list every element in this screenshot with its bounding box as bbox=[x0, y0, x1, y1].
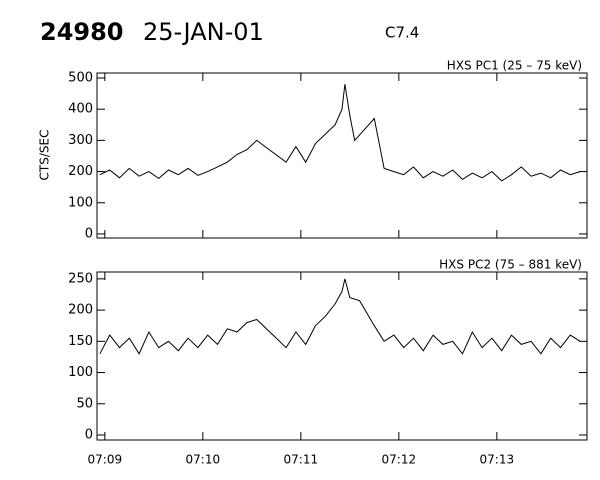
y-tick-label: 250 bbox=[68, 271, 93, 286]
y-tick-label: 400 bbox=[68, 102, 93, 117]
y-axis-label: CTS/SEC bbox=[38, 130, 52, 181]
x-tick-label: 07:12 bbox=[382, 453, 417, 467]
y-tick-label: 300 bbox=[68, 133, 93, 148]
x-tick-label: 07:09 bbox=[88, 453, 123, 467]
data-line bbox=[99, 278, 581, 355]
event-date: 25-JAN-01 bbox=[143, 18, 264, 46]
flare-class: C7.4 bbox=[385, 24, 419, 42]
y-tick-label: 50 bbox=[76, 396, 93, 411]
event-id: 24980 bbox=[40, 18, 124, 46]
y-tick-label: 150 bbox=[68, 334, 93, 349]
x-tick-label: 07:13 bbox=[480, 453, 515, 467]
y-tick-label: 100 bbox=[68, 195, 93, 210]
plot-frame bbox=[96, 72, 588, 239]
x-tick-label: 07:10 bbox=[186, 453, 221, 467]
y-tick-label: 0 bbox=[85, 226, 93, 241]
y-tick-label: 200 bbox=[68, 164, 93, 179]
panel-title: HXS PC2 (75 – 881 keV) bbox=[439, 258, 582, 272]
data-line bbox=[99, 84, 581, 182]
y-tick-label: 500 bbox=[68, 70, 93, 85]
y-tick-label: 200 bbox=[68, 303, 93, 318]
plot-frame bbox=[96, 271, 588, 441]
y-tick-label: 100 bbox=[68, 365, 93, 380]
y-tick-label: 0 bbox=[85, 428, 93, 443]
x-tick-label: 07:11 bbox=[284, 453, 319, 467]
panel-title: HXS PC1 (25 – 75 keV) bbox=[447, 59, 582, 73]
